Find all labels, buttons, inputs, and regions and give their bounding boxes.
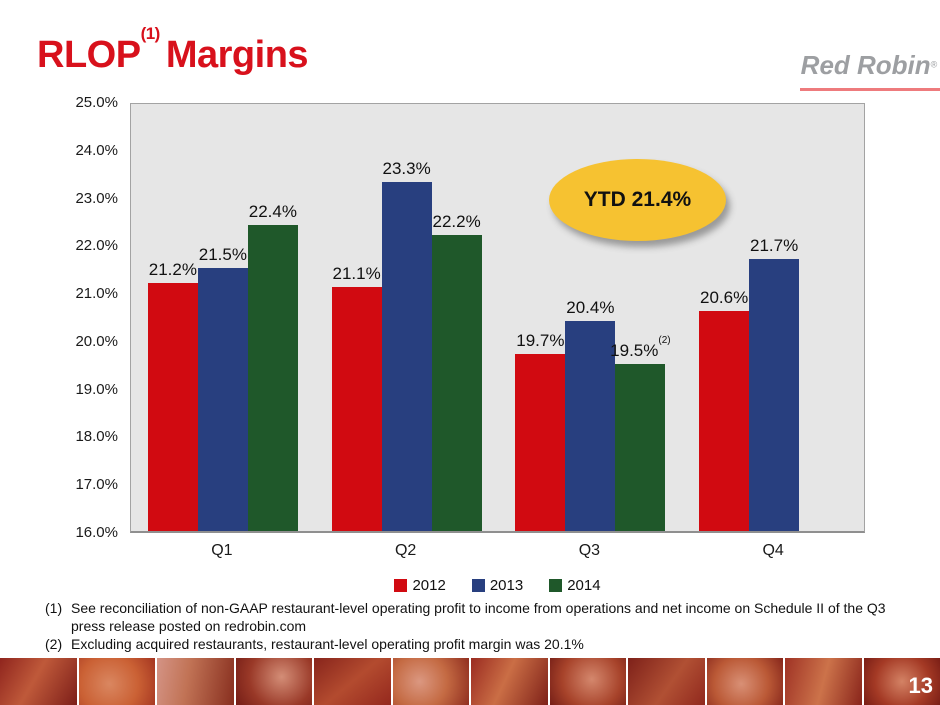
photo-tile (549, 658, 626, 705)
bar-2012-Q1 (147, 282, 198, 531)
bar-2013-Q2 (381, 182, 432, 531)
ytd-callout: YTD 21.4% (549, 159, 726, 241)
legend-item-2014: 2014 (549, 577, 601, 594)
footnote-marker: (2) (45, 636, 63, 653)
y-tick-label: 25.0% (75, 94, 118, 111)
y-tick-label: 20.0% (75, 332, 118, 350)
bar-label-2013-Q4: 21.7% (750, 235, 799, 255)
footnote: (2) Excluding acquired restaurants, resta… (45, 635, 893, 653)
bar-2013-Q1 (197, 268, 248, 531)
legend-label: 2014 (567, 577, 601, 594)
bar-2014-Q1 (247, 225, 298, 531)
bar-label-2013-Q2: 23.3% (382, 159, 431, 179)
bar-2012-Q4 (699, 311, 750, 531)
bar-2012-Q2 (331, 287, 382, 531)
bar-label-2013-Q1: 21.5% (198, 245, 247, 265)
bar-label-2012-Q4: 20.6% (700, 288, 749, 308)
photo-tile (628, 658, 705, 705)
bar-2013-Q4 (749, 258, 800, 531)
footnote-text: Excluding acquired restaurants, restaura… (71, 636, 584, 653)
footnotes: (1) See reconciliation of non-GAAP restau… (45, 599, 893, 654)
bar-label-2012-Q3: 19.7% (516, 331, 565, 351)
legend-swatch-icon (549, 579, 563, 592)
title-prefix: RLOP (37, 34, 141, 76)
logo-underline (800, 88, 940, 91)
bar-label-2013-Q3: 20.4% (566, 297, 615, 317)
y-tick-label: 21.0% (75, 285, 118, 303)
footnote-marker: (1) (45, 600, 63, 616)
logo-wordmark: Red Robin (800, 50, 931, 80)
rlop-margins-chart-plot-area: YTD 21.4% 21.2% 21.5% 22.4% 21.1% 23.3% 22.2%… (130, 103, 865, 533)
legend-item-2013: 2013 (471, 577, 524, 594)
photo-tile (785, 658, 862, 705)
bar-label-2014-Q1: 22.4% (248, 202, 297, 222)
x-tick-label-Q4: Q4 (762, 542, 784, 559)
bar-2014-Q2 (431, 234, 482, 531)
y-tick-label: 16.0% (75, 524, 118, 541)
photo-tile (157, 658, 234, 705)
x-tick-label-Q3: Q3 (578, 542, 601, 559)
legend-swatch-icon (471, 579, 485, 592)
y-axis: 25.0% 24.0% 23.0% 22.0% 21.0% 20.0% 19.0% 18.0%… (28, 94, 118, 541)
photo-tile (471, 658, 548, 705)
page-number: 13 (908, 673, 933, 698)
y-tick-label: 18.0% (75, 428, 118, 446)
photo-tile (235, 658, 312, 705)
y-tick-label: 24.0% (75, 141, 118, 159)
bar-2014-Q3 (615, 363, 666, 531)
legend-swatch-icon (394, 579, 408, 592)
legend-label: 2013 (489, 577, 524, 594)
y-tick-label: 22.0% (75, 237, 118, 255)
bar-2013-Q3 (565, 320, 616, 531)
bar-label-2012-Q2: 21.1% (332, 264, 381, 284)
footnote: (1) See reconciliation of non-GAAP restau… (45, 599, 893, 635)
bar-2012-Q3 (515, 354, 566, 531)
label-footnote-marker: (2) (658, 335, 671, 347)
registered-trademark-icon: ® (930, 59, 938, 70)
x-tick-label-Q2: Q2 (394, 542, 417, 559)
page-title: RLOP(1)Margins (37, 24, 309, 77)
y-tick-label: 19.0% (75, 380, 118, 398)
ytd-callout-text: YTD 21.4% (583, 188, 692, 211)
title-footnote-marker: (1) (140, 24, 161, 44)
photo-tile (392, 658, 469, 705)
title-suffix: Margins (165, 34, 309, 76)
legend-item-2012: 2012 (394, 577, 446, 594)
photo-tile (863, 658, 940, 705)
y-tick-label: 23.0% (75, 189, 118, 207)
bar-label-2014-Q3: 19.5%(2) (610, 335, 671, 360)
footnote-text: See reconciliation of non-GAAP restauran… (71, 600, 886, 635)
legend-label: 2012 (412, 577, 446, 594)
photo-strip (0, 658, 940, 705)
photo-tile (78, 658, 155, 705)
bar-label-2014-Q2: 22.2% (432, 211, 481, 231)
photo-tile (0, 658, 77, 705)
x-tick-label-Q1: Q1 (211, 542, 233, 559)
chart-legend: 2012 2013 2014 (130, 577, 865, 594)
red-robin-logo: Red Robin® (800, 50, 940, 91)
bar-label-2012-Q1: 21.2% (148, 259, 197, 279)
photo-tile (706, 658, 783, 705)
y-tick-label: 17.0% (75, 476, 118, 494)
x-axis: Q1 Q2 Q3 Q4 (130, 542, 865, 560)
photo-tile (314, 658, 391, 705)
